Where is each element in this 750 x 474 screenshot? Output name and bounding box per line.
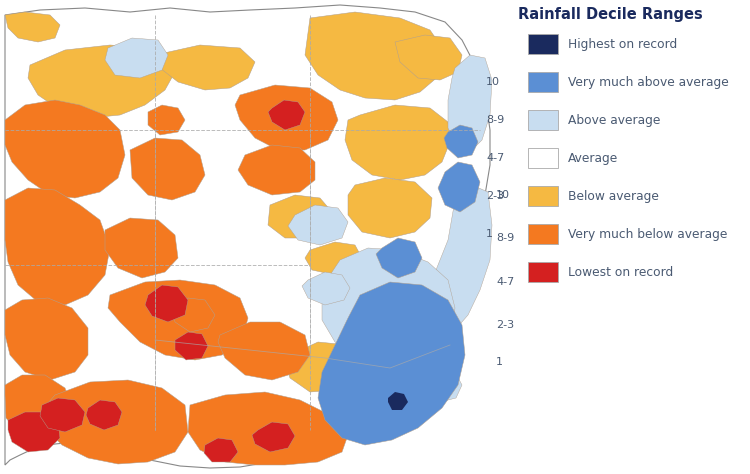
Polygon shape bbox=[218, 322, 310, 380]
Polygon shape bbox=[145, 285, 188, 322]
Text: 4-7: 4-7 bbox=[496, 277, 514, 287]
Text: 1: 1 bbox=[496, 357, 503, 367]
Polygon shape bbox=[155, 45, 255, 90]
Polygon shape bbox=[42, 380, 188, 464]
Bar bbox=[528, 110, 558, 130]
Polygon shape bbox=[444, 125, 478, 158]
Polygon shape bbox=[305, 12, 445, 100]
Polygon shape bbox=[302, 272, 350, 305]
Polygon shape bbox=[395, 35, 462, 80]
Text: Rainfall Decile Ranges: Rainfall Decile Ranges bbox=[518, 7, 703, 22]
Text: 8-9: 8-9 bbox=[486, 115, 504, 125]
Polygon shape bbox=[345, 105, 450, 180]
Polygon shape bbox=[348, 178, 432, 238]
Text: Below average: Below average bbox=[568, 190, 658, 202]
Text: 10: 10 bbox=[486, 77, 500, 87]
Polygon shape bbox=[5, 12, 60, 42]
Bar bbox=[528, 186, 558, 206]
Polygon shape bbox=[188, 392, 348, 465]
Text: 1: 1 bbox=[486, 229, 493, 239]
Bar bbox=[528, 72, 558, 92]
Polygon shape bbox=[86, 400, 122, 430]
Polygon shape bbox=[305, 242, 362, 275]
Text: 10: 10 bbox=[496, 190, 510, 200]
Bar bbox=[528, 262, 558, 282]
Bar bbox=[528, 34, 558, 54]
Polygon shape bbox=[105, 38, 168, 78]
Polygon shape bbox=[5, 188, 110, 305]
Polygon shape bbox=[376, 238, 422, 278]
Polygon shape bbox=[424, 370, 462, 402]
Polygon shape bbox=[235, 85, 338, 150]
Polygon shape bbox=[8, 412, 60, 452]
Polygon shape bbox=[448, 55, 492, 152]
Text: Very much below average: Very much below average bbox=[568, 228, 728, 240]
Polygon shape bbox=[238, 145, 315, 195]
Polygon shape bbox=[172, 298, 215, 332]
Text: Above average: Above average bbox=[568, 113, 660, 127]
Text: 8-9: 8-9 bbox=[496, 233, 514, 243]
Polygon shape bbox=[5, 100, 125, 198]
Polygon shape bbox=[5, 298, 88, 380]
Polygon shape bbox=[148, 105, 185, 135]
Polygon shape bbox=[105, 218, 178, 278]
Text: Highest on record: Highest on record bbox=[568, 37, 677, 51]
Text: Very much above average: Very much above average bbox=[568, 75, 729, 89]
Polygon shape bbox=[438, 162, 480, 212]
Polygon shape bbox=[5, 375, 72, 438]
Polygon shape bbox=[388, 392, 408, 410]
Polygon shape bbox=[425, 185, 492, 338]
Polygon shape bbox=[268, 195, 332, 238]
Polygon shape bbox=[28, 45, 175, 118]
Text: 2-3: 2-3 bbox=[486, 191, 504, 201]
Polygon shape bbox=[175, 332, 208, 360]
Polygon shape bbox=[108, 280, 248, 360]
Polygon shape bbox=[5, 5, 490, 468]
Polygon shape bbox=[318, 282, 465, 445]
Polygon shape bbox=[268, 100, 305, 130]
Text: 4-7: 4-7 bbox=[486, 153, 504, 163]
Polygon shape bbox=[322, 248, 455, 365]
Polygon shape bbox=[252, 422, 295, 452]
Polygon shape bbox=[204, 438, 238, 462]
Bar bbox=[528, 224, 558, 244]
Text: 2-3: 2-3 bbox=[496, 320, 514, 330]
Polygon shape bbox=[288, 205, 348, 245]
Polygon shape bbox=[285, 342, 362, 392]
Polygon shape bbox=[130, 138, 205, 200]
Polygon shape bbox=[40, 398, 85, 432]
Bar bbox=[528, 148, 558, 168]
Text: Average: Average bbox=[568, 152, 618, 164]
Polygon shape bbox=[335, 390, 382, 425]
Text: Lowest on record: Lowest on record bbox=[568, 265, 674, 279]
